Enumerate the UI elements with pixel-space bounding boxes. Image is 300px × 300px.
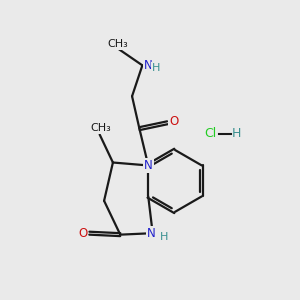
Text: H: H <box>160 232 168 242</box>
Text: N: N <box>147 227 156 240</box>
Text: CH₃: CH₃ <box>107 39 128 49</box>
Text: O: O <box>78 227 88 240</box>
Text: H: H <box>152 63 160 73</box>
Text: O: O <box>169 115 178 128</box>
Text: H: H <box>232 127 241 140</box>
Text: Cl: Cl <box>205 127 217 140</box>
Text: CH₃: CH₃ <box>91 123 112 133</box>
Text: N: N <box>144 159 153 172</box>
Text: N: N <box>144 59 153 72</box>
